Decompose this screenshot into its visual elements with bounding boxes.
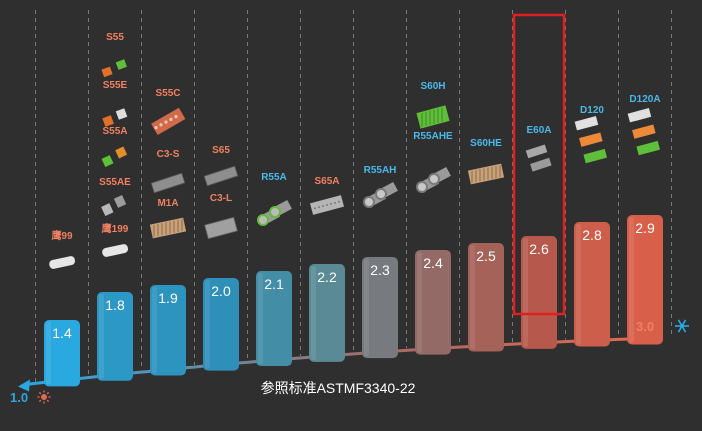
product-label: S55 [106, 32, 124, 43]
axis-start-arrow [18, 379, 30, 392]
grey-mesh-block-image [309, 195, 345, 215]
bar-series: 1.4 1.8 1.9 2.0 2.1 2.2 2.3 2.4 2.5 2.6 2.8 2.9 [44, 13, 663, 387]
bar-value-label: 2.5 [476, 248, 496, 264]
grey-bar-image [150, 172, 186, 194]
bar-鹰199 [97, 292, 133, 381]
bar-highlight [364, 259, 369, 357]
green-ring-tubes-image [257, 199, 292, 226]
orange-green-blocks-image [101, 59, 127, 78]
grid-lines [35, 10, 672, 382]
product-label: C3-L [210, 193, 232, 204]
bar-highlight [417, 252, 422, 353]
bar-d120a [627, 215, 663, 345]
axis-start-label: 1.0 [10, 390, 28, 405]
honeycomb-orange-block-image [151, 107, 186, 136]
product-label: E60A [526, 125, 551, 136]
product-label: S65A [314, 176, 339, 187]
bar-value-label: 2.2 [317, 269, 337, 285]
bar-value-label: 2.1 [264, 276, 284, 292]
product-label: S55E [103, 80, 128, 91]
bar-value-label: 1.8 [105, 297, 125, 313]
bar-highlight [311, 266, 316, 360]
bar-highlight [99, 294, 104, 379]
bar-value-label: 1.4 [52, 325, 72, 341]
product-label: R55AH [364, 165, 397, 176]
product-label: S55C [155, 88, 180, 99]
bar-value-label: 2.3 [370, 262, 390, 278]
bar-r55ah [362, 257, 398, 359]
grey-ring-tubes-image [416, 166, 451, 193]
bar-r55a [256, 271, 292, 367]
bar-e60a [521, 236, 557, 349]
snowflake-icon [675, 319, 689, 333]
bar-鹰99 [44, 320, 80, 387]
honeycomb-beige-block-image [467, 163, 505, 185]
grey-bar-image [203, 165, 239, 187]
bar-value-label: 1.9 [158, 290, 178, 306]
product-label: 鹰199 [102, 222, 129, 235]
product-label: C3-S [157, 149, 180, 160]
bar-m1a [150, 285, 186, 376]
product-label: D120 [580, 105, 604, 116]
bar-s60he [468, 243, 504, 352]
bar-highlight [576, 224, 581, 345]
product-label: S60H [420, 81, 445, 92]
highlight-box [512, 13, 566, 316]
bar-highlight [523, 238, 528, 347]
white-orange-green-stack-image [627, 108, 661, 156]
product-label: D120A [629, 94, 660, 105]
product-label: S55AE [99, 177, 131, 188]
bar-highlight [46, 322, 51, 385]
product-label: M1A [157, 198, 178, 209]
green-orange-blocks-image [101, 146, 128, 168]
bar-s65a [309, 264, 345, 362]
product-illustrations [49, 59, 661, 269]
product-label: 鹰99 [51, 229, 73, 242]
bar-d120 [574, 222, 610, 347]
bar-highlight [152, 287, 157, 374]
grey-blocks-image [101, 195, 127, 217]
white-pad-image [102, 244, 129, 257]
white-orange-green-stack-image [574, 116, 608, 164]
grey-ring-tubes-image [363, 181, 398, 208]
product-labels: 鹰99 S55 S55E S55A S55AE 鹰199 S55C C3-S M1A S65 C3-… [51, 32, 660, 242]
bar-value-label: 2.0 [211, 283, 231, 299]
product-label: S65 [212, 145, 230, 156]
bar-highlight [629, 217, 634, 343]
product-label: S60HE [470, 138, 502, 149]
product-label: R55AHE [413, 131, 453, 142]
bar-value-label: 2.6 [529, 241, 549, 257]
bar-value-label: 2.9 [635, 220, 655, 236]
grey-block-image [204, 216, 238, 240]
bar-highlight [205, 280, 210, 369]
green-block-image [416, 105, 450, 129]
honeycomb-beige-block-image [149, 217, 187, 239]
orange-white-blocks-image [102, 108, 128, 127]
grey-small-blocks-image [525, 144, 552, 172]
bar-r55ahe [415, 250, 451, 355]
bar-value-label: 2.8 [582, 227, 602, 243]
bar-value-label: 2.4 [423, 255, 443, 271]
product-label: R55A [261, 172, 287, 183]
axis-end-label: 3.0 [636, 319, 654, 334]
bar-c3-l [203, 278, 239, 371]
standard-note: 参照标准ASTMF3340-22 [261, 380, 416, 396]
white-pad-image [49, 256, 76, 269]
bar-highlight [470, 245, 475, 350]
bar-highlight [258, 273, 263, 365]
sun-icon [37, 390, 51, 404]
product-label: S55A [102, 126, 127, 137]
